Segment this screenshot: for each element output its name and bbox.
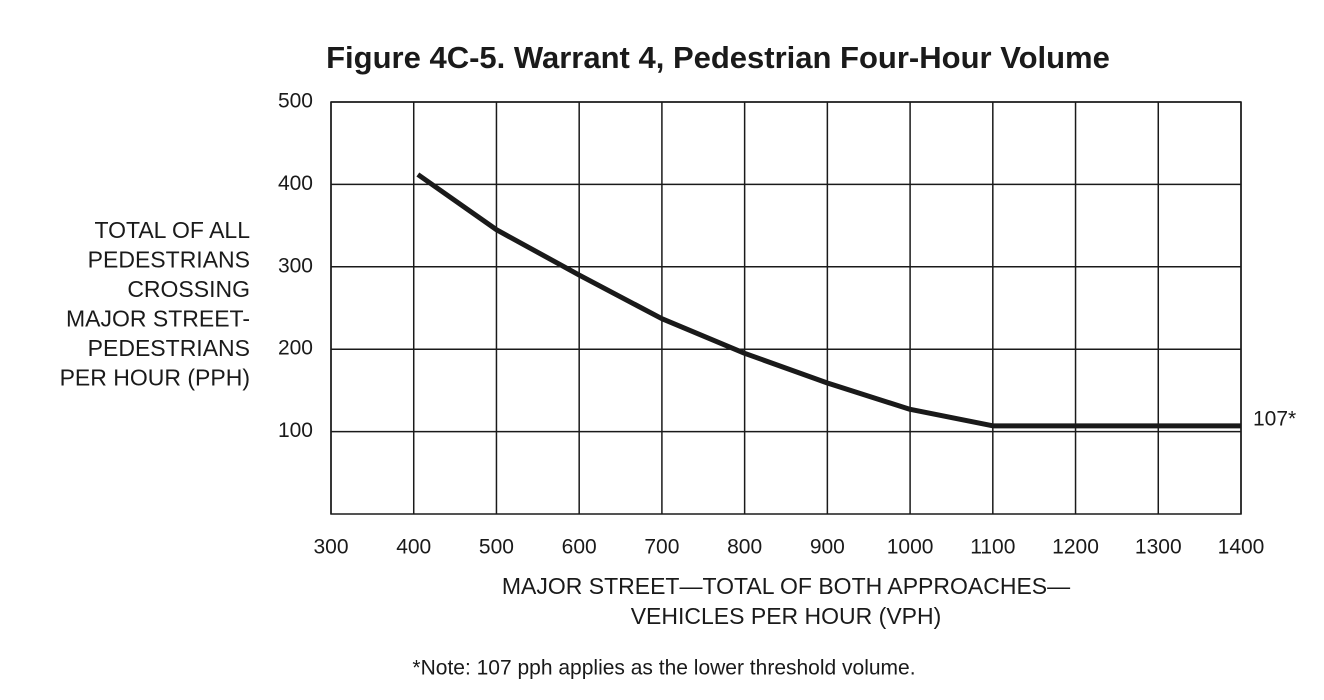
x-tick-label: 1300 — [1135, 536, 1182, 559]
x-tick-label: 900 — [810, 536, 845, 559]
y-axis-label: CROSSING — [127, 276, 250, 302]
y-axis-label: TOTAL OF ALL — [94, 217, 250, 243]
x-tick-label: 1100 — [970, 536, 1015, 559]
x-tick-label: 800 — [727, 536, 762, 559]
y-tick-label: 100 — [278, 419, 313, 442]
x-tick-label: 700 — [644, 536, 679, 559]
y-axis-label: MAJOR STREET- — [66, 306, 250, 332]
y-tick-label: 500 — [278, 90, 313, 113]
x-axis-label: VEHICLES PER HOUR (VPH) — [631, 603, 942, 629]
y-tick-label: 400 — [278, 172, 313, 195]
x-tick-label: 600 — [562, 536, 597, 559]
y-axis-label: PER HOUR (PPH) — [60, 365, 250, 391]
y-axis-label: PEDESTRIANS — [88, 247, 250, 273]
note: *Note: 107 pph applies as the lower thre… — [412, 657, 915, 680]
x-axis-label: MAJOR STREET—TOTAL OF BOTH APPROACHES— — [502, 573, 1070, 599]
x-tick-label: 500 — [479, 536, 514, 559]
chart-title: Figure 4C-5. Warrant 4, Pedestrian Four-… — [326, 40, 1110, 75]
x-tick-label: 1000 — [887, 536, 934, 559]
plot-frame — [330, 101, 1242, 515]
annotation: 107* — [1253, 407, 1296, 430]
x-tick-label: 1400 — [1218, 536, 1265, 559]
x-tick-label: 1200 — [1052, 536, 1099, 559]
data-line — [416, 172, 1241, 429]
y-tick-label: 300 — [278, 254, 313, 277]
x-tick-label: 300 — [313, 536, 348, 559]
y-tick-label: 200 — [278, 337, 313, 360]
y-axis-label: PEDESTRIANS — [88, 335, 250, 361]
x-tick-label: 400 — [396, 536, 431, 559]
